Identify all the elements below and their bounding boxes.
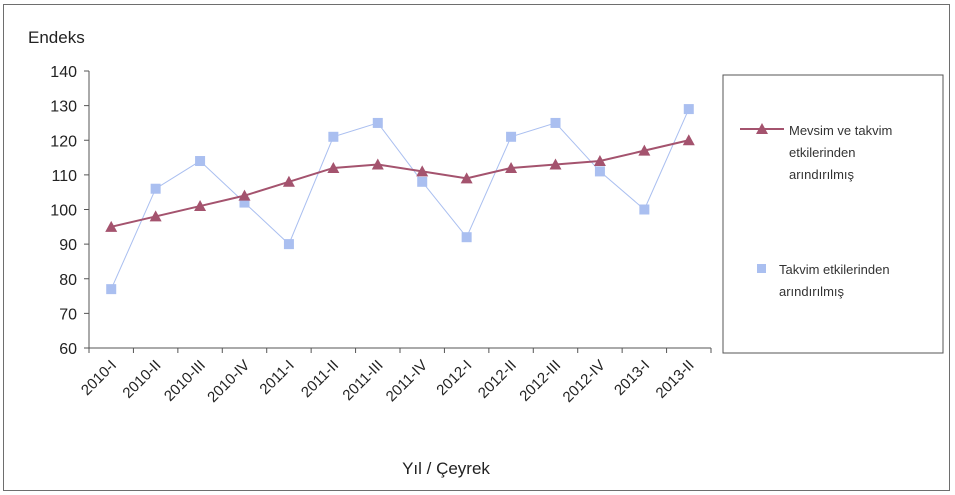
legend-item-seasonal: Mevsim ve takvim etkilerinden arındırılmış (740, 123, 892, 182)
x-tick-label: 2012-I (433, 357, 475, 399)
series-markers (105, 104, 695, 295)
y-ticks: 60 70 80 90 100 110 120 130 140 (50, 64, 89, 358)
data-point-square (506, 131, 517, 142)
data-point-triangle (105, 220, 118, 232)
y-tick-label: 120 (50, 133, 77, 150)
y-tick-label: 100 (50, 203, 77, 220)
y-axis-label: Endeks (28, 28, 85, 47)
legend-triangle-icon (756, 123, 768, 134)
x-tick-label: 2013-II (653, 357, 698, 402)
x-tick-label: 2010-I (78, 357, 120, 399)
y-tick-label: 80 (59, 272, 77, 289)
x-tick-label: 2013-I (611, 357, 653, 399)
x-tick-label: 2011-III (339, 357, 386, 404)
data-point-square (283, 239, 294, 250)
data-point-triangle (505, 161, 518, 173)
y-tick-label: 60 (59, 341, 77, 358)
x-tick-label: 2010-IV (204, 357, 253, 406)
data-point-square (328, 131, 339, 142)
data-point-square (150, 183, 161, 194)
x-tick-label: 2012-II (475, 357, 520, 402)
data-point-triangle (194, 200, 207, 212)
data-point-square (417, 176, 428, 187)
x-tick-label: 2011-IV (383, 357, 431, 405)
x-tick-label: 2012-IV (560, 357, 609, 406)
data-point-square (195, 156, 206, 167)
series-lines (110, 108, 690, 290)
data-point-square (639, 204, 650, 215)
chart-frame: Endeks 60 70 80 90 100 110 120 130 140 2010-I 201… (3, 4, 950, 491)
data-point-triangle (371, 158, 384, 170)
x-tick-label: 2010-II (119, 357, 164, 402)
x-tick-label: 2011-I (256, 357, 297, 398)
y-tick-label: 130 (50, 99, 77, 116)
series-line-calendar (110, 108, 690, 290)
x-axis-label: Yıl / Çeyrek (402, 459, 490, 478)
legend-label-seasonal: Mevsim ve takvim etkilerinden arındırılmış (789, 123, 892, 182)
series-line-seasonal (110, 139, 690, 228)
data-point-square (550, 117, 561, 128)
x-tick-label: 2012-III (516, 357, 564, 405)
legend-item-calendar: Takvim etkilerinden arındırılmış (757, 262, 890, 299)
data-point-square (461, 232, 472, 243)
data-point-square (683, 104, 694, 115)
data-point-triangle (593, 155, 606, 167)
legend: Mevsim ve takvim etkilerinden arındırılmış… (722, 74, 944, 354)
data-point-triangle (460, 172, 473, 184)
data-point-square (594, 166, 605, 177)
data-point-triangle (238, 189, 251, 201)
data-point-triangle (416, 165, 429, 177)
data-point-triangle (327, 161, 340, 173)
data-point-triangle (149, 210, 162, 222)
y-tick-label: 140 (50, 64, 77, 81)
y-tick-label: 110 (51, 168, 77, 185)
data-point-square (106, 284, 117, 295)
x-tick-label: 2011-II (298, 357, 342, 401)
data-point-square (239, 197, 250, 208)
legend-square-icon (757, 264, 766, 273)
legend-box (722, 74, 944, 354)
data-point-triangle (638, 144, 651, 156)
legend-label-calendar: Takvim etkilerinden arındırılmış (779, 262, 890, 299)
data-point-triangle (282, 175, 295, 187)
data-point-triangle (682, 134, 695, 146)
y-tick-label: 90 (59, 237, 77, 254)
data-point-square (372, 117, 383, 128)
x-tick-label: 2010-III (161, 357, 209, 405)
data-point-triangle (549, 158, 562, 170)
y-tick-label: 70 (59, 306, 77, 323)
